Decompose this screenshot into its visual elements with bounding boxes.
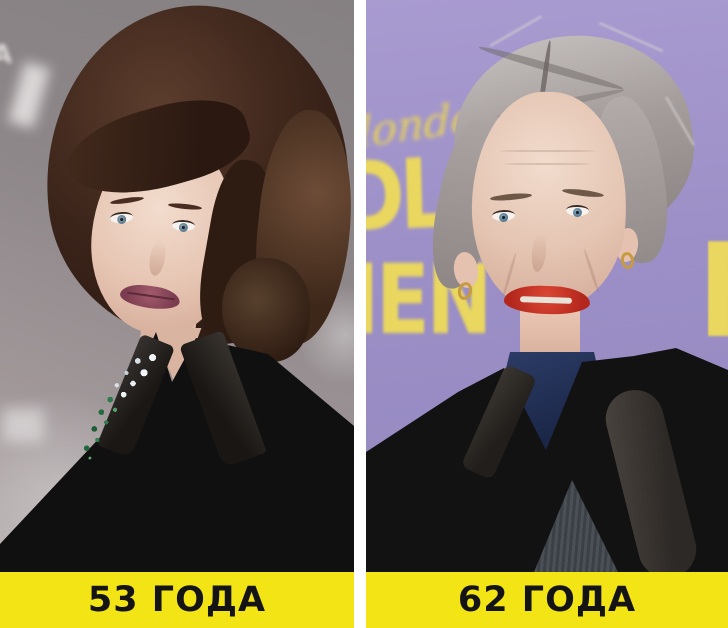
backdrop-blurred-text	[2, 408, 44, 442]
pupil	[575, 210, 579, 215]
backdrop-poster-edge-letter: F	[698, 226, 728, 356]
pupil	[181, 225, 185, 230]
iris	[178, 222, 189, 233]
pupil	[120, 217, 124, 222]
age-label-53: 53 ГОДА	[87, 580, 267, 620]
pupil	[502, 215, 506, 220]
caption-bar-age-53: 53 ГОДА	[0, 572, 354, 628]
backdrop-logo-letter: A	[0, 40, 13, 70]
photo-age-53: A	[0, 0, 354, 572]
caption-bar-age-62: 62 ГОДА	[366, 572, 728, 628]
white-divider	[354, 0, 366, 628]
photo-age-62: london DL IEN F	[366, 0, 728, 572]
age-label-62: 62 ГОДА	[457, 580, 637, 620]
backdrop-blurred-logo	[7, 61, 51, 129]
iris	[572, 207, 583, 218]
woman-62-forehead-line	[500, 150, 596, 152]
woman-62-forehead-line	[504, 163, 590, 165]
woman-53-lower-curl	[222, 258, 310, 362]
woman-62-right-eye	[565, 204, 590, 218]
